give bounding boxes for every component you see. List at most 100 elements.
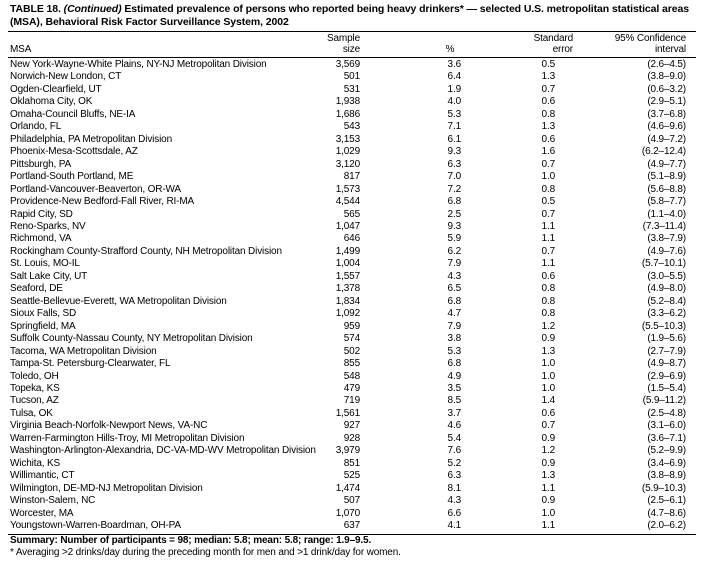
table-cell: 3,979 — [335, 445, 360, 457]
msa-name: Washington-Arlington-Alexandria, DC-VA-M… — [10, 445, 316, 457]
table-cell: 6.2 — [447, 245, 462, 257]
table-cell: 1.2 — [541, 445, 556, 457]
rule — [8, 31, 696, 32]
title-continued: (Continued) — [63, 3, 122, 15]
msa-name: Tacoma, WA Metropolitan Division — [10, 345, 157, 357]
table-cell: (4.6–9.6) — [647, 121, 686, 133]
msa-name: Tulsa, OK — [10, 407, 53, 419]
table-cell: 1.3 — [541, 71, 556, 83]
table-cell: 1,686 — [335, 108, 360, 120]
table-cell: 0.6 — [541, 133, 556, 145]
msa-name: Orlando, FL — [10, 121, 62, 133]
table-cell: 0.7 — [541, 208, 556, 220]
table-cell: (4.9–7.2) — [647, 133, 686, 145]
msa-name: Omaha-Council Bluffs, NE-IA — [10, 108, 136, 120]
table-cell: 0.8 — [541, 283, 556, 295]
table-cell: (3.8–9.0) — [647, 71, 686, 83]
footnote: * Averaging >2 drinks/day during the pre… — [10, 547, 401, 558]
table-cell: (3.3–6.2) — [647, 308, 686, 320]
table-cell: 927 — [343, 420, 360, 432]
table-cell: 4.6 — [447, 420, 462, 432]
table-cell: 479 — [343, 382, 360, 394]
msa-name: Winston-Salem, NC — [10, 495, 96, 507]
table-cell: 1.1 — [541, 520, 556, 532]
rule — [8, 57, 696, 58]
table-cell: 5.3 — [447, 108, 462, 120]
table-cell: 1.3 — [541, 345, 556, 357]
table-cell: 1,573 — [335, 183, 360, 195]
table-cell: (3.7–6.8) — [647, 108, 686, 120]
table-cell: (3.6–7.1) — [647, 432, 686, 444]
table-cell: 1.6 — [541, 146, 556, 158]
table-cell: (4.7–8.6) — [647, 507, 686, 519]
table-cell: 1,834 — [335, 295, 360, 307]
table-cell: 0.7 — [541, 158, 556, 170]
header-row: MSA Sample size % Standard error 95% Con… — [0, 33, 707, 55]
table-cell: 1,047 — [335, 220, 360, 232]
table-cell: 1,004 — [335, 258, 360, 270]
table-cell: (5.2–8.4) — [647, 295, 686, 307]
msa-name: Wichita, KS — [10, 457, 61, 469]
msa-name: Worcester, MA — [10, 507, 74, 519]
table-cell: 1.9 — [447, 83, 462, 95]
table-cell: 543 — [343, 121, 360, 133]
table-cell: (3.4–6.9) — [647, 457, 686, 469]
msa-name: Tucson, AZ — [10, 395, 59, 407]
table-title: TABLE 18. (Continued) Estimated prevalen… — [10, 3, 700, 29]
table-cell: 3.8 — [447, 333, 462, 345]
table-cell: (2.6–4.5) — [647, 59, 686, 70]
msa-name: Wilmington, DE-MD-NJ Metropolitan Divisi… — [10, 482, 203, 494]
msa-name: Phoenix-Mesa-Scottsdale, AZ — [10, 146, 138, 158]
msa-name: Oklahoma City, OK — [10, 96, 93, 108]
table-cell: 3,120 — [335, 158, 360, 170]
table-cell: 928 — [343, 432, 360, 444]
table-cell: 5.9 — [447, 233, 462, 245]
header-cell: Sample size — [326, 33, 360, 55]
table-cell: 0.6 — [541, 96, 556, 108]
msa-name: Portland-South Portland, ME — [10, 171, 134, 183]
table-cell: 1,561 — [335, 407, 360, 419]
msa-name: Norwich-New London, CT — [10, 71, 122, 83]
table-cell: (5.2–9.9) — [647, 445, 686, 457]
table-cell: 637 — [343, 520, 360, 532]
table-cell: 1.0 — [541, 370, 556, 382]
table-cell: (5.5–10.3) — [641, 320, 686, 332]
table-cell: 6.3 — [447, 158, 462, 170]
table-cell: (0.6–3.2) — [647, 83, 686, 95]
table-cell: 1.2 — [541, 320, 556, 332]
table-cell: 0.8 — [541, 183, 556, 195]
table-cell: 1.0 — [541, 507, 556, 519]
table-cell: 4.7 — [447, 308, 462, 320]
table-cell: (2.5–4.8) — [647, 407, 686, 419]
msa-name: Suffolk County-Nassau County, NY Metropo… — [10, 333, 253, 345]
msa-name: Warren-Farmington Hills-Troy, MI Metropo… — [10, 432, 245, 444]
table-cell: (5.8–7.7) — [647, 196, 686, 208]
table-cell: 1,557 — [335, 270, 360, 282]
table-cell: (7.3–11.4) — [642, 220, 687, 232]
msa-name: Topeka, KS — [10, 382, 60, 394]
table-cell: 0.5 — [541, 59, 556, 70]
msa-name: Rapid City, SD — [10, 208, 73, 220]
title-text: Estimated prevalence of persons who repo… — [10, 3, 689, 28]
table-cell: 646 — [343, 233, 360, 245]
table-cell: 0.9 — [541, 495, 556, 507]
table-cell: 851 — [343, 457, 360, 469]
table-cell: 507 — [343, 495, 360, 507]
table-cell: (5.1–8.9) — [647, 171, 686, 183]
table-cell: 1.1 — [541, 258, 556, 270]
header-cell: % — [445, 44, 455, 55]
table-cell: 525 — [343, 470, 360, 482]
table-cell: (2.9–6.9) — [647, 370, 686, 382]
table-cell: 6.8 — [447, 196, 462, 208]
table-cell: 1,499 — [335, 245, 360, 257]
table-cell: 8.1 — [447, 482, 462, 494]
table-cell: 5.2 — [447, 457, 462, 469]
table-cell: 7.2 — [447, 183, 462, 195]
table-cell: 4.0 — [447, 96, 462, 108]
header-cell: Standard error — [533, 33, 574, 55]
table-cell: 1.1 — [541, 233, 556, 245]
table-cell: 1.3 — [541, 470, 556, 482]
table-cell: 5.3 — [447, 345, 462, 357]
table-cell: 8.5 — [447, 395, 462, 407]
table-cell: 4.9 — [447, 370, 462, 382]
